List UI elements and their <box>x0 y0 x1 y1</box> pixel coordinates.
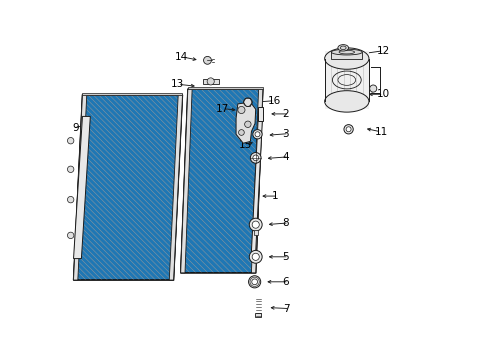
Text: 8: 8 <box>283 218 289 228</box>
Polygon shape <box>169 95 182 280</box>
Circle shape <box>252 221 259 228</box>
Circle shape <box>68 232 74 239</box>
Circle shape <box>252 279 258 285</box>
Text: 2: 2 <box>283 109 289 119</box>
Bar <box>331 52 362 59</box>
Circle shape <box>248 276 261 288</box>
Text: 3: 3 <box>283 129 289 139</box>
Text: 17: 17 <box>216 104 229 113</box>
Circle shape <box>250 153 261 163</box>
Circle shape <box>252 253 259 260</box>
Text: 7: 7 <box>283 303 290 314</box>
Circle shape <box>203 57 211 64</box>
Circle shape <box>245 121 251 127</box>
Text: 14: 14 <box>174 52 188 62</box>
Bar <box>325 51 369 109</box>
Circle shape <box>68 197 74 203</box>
Text: 15: 15 <box>239 140 252 150</box>
Text: 13: 13 <box>171 79 184 89</box>
PathPatch shape <box>74 95 182 280</box>
Polygon shape <box>74 95 87 280</box>
Polygon shape <box>74 116 90 258</box>
Text: 10: 10 <box>377 89 391 99</box>
Text: 11: 11 <box>374 127 388 137</box>
Polygon shape <box>236 102 256 143</box>
Ellipse shape <box>325 48 369 69</box>
Text: 1: 1 <box>272 191 278 201</box>
Circle shape <box>68 138 74 144</box>
Circle shape <box>255 132 260 137</box>
Ellipse shape <box>331 49 362 55</box>
Circle shape <box>344 125 353 134</box>
Polygon shape <box>82 93 182 95</box>
Circle shape <box>369 85 377 92</box>
Text: 4: 4 <box>283 152 289 162</box>
Text: 12: 12 <box>377 46 391 56</box>
Circle shape <box>68 166 74 172</box>
Polygon shape <box>181 89 263 273</box>
Circle shape <box>253 155 259 161</box>
PathPatch shape <box>181 89 263 273</box>
Ellipse shape <box>338 45 348 51</box>
Circle shape <box>207 78 214 85</box>
Circle shape <box>253 130 262 139</box>
Polygon shape <box>251 89 263 273</box>
Circle shape <box>346 127 351 132</box>
Ellipse shape <box>325 91 369 112</box>
Polygon shape <box>181 89 192 273</box>
Circle shape <box>249 218 262 231</box>
Polygon shape <box>251 111 263 251</box>
Polygon shape <box>74 95 182 280</box>
Circle shape <box>244 98 252 107</box>
Text: 16: 16 <box>268 96 281 106</box>
Text: 6: 6 <box>283 277 289 287</box>
Bar <box>255 313 262 317</box>
Text: 5: 5 <box>283 252 289 262</box>
Circle shape <box>238 107 245 113</box>
Bar <box>258 107 263 121</box>
Polygon shape <box>188 87 263 89</box>
Circle shape <box>249 250 262 263</box>
Text: 9: 9 <box>72 123 79 133</box>
Circle shape <box>239 130 245 135</box>
Polygon shape <box>203 78 219 84</box>
Bar <box>253 230 258 235</box>
